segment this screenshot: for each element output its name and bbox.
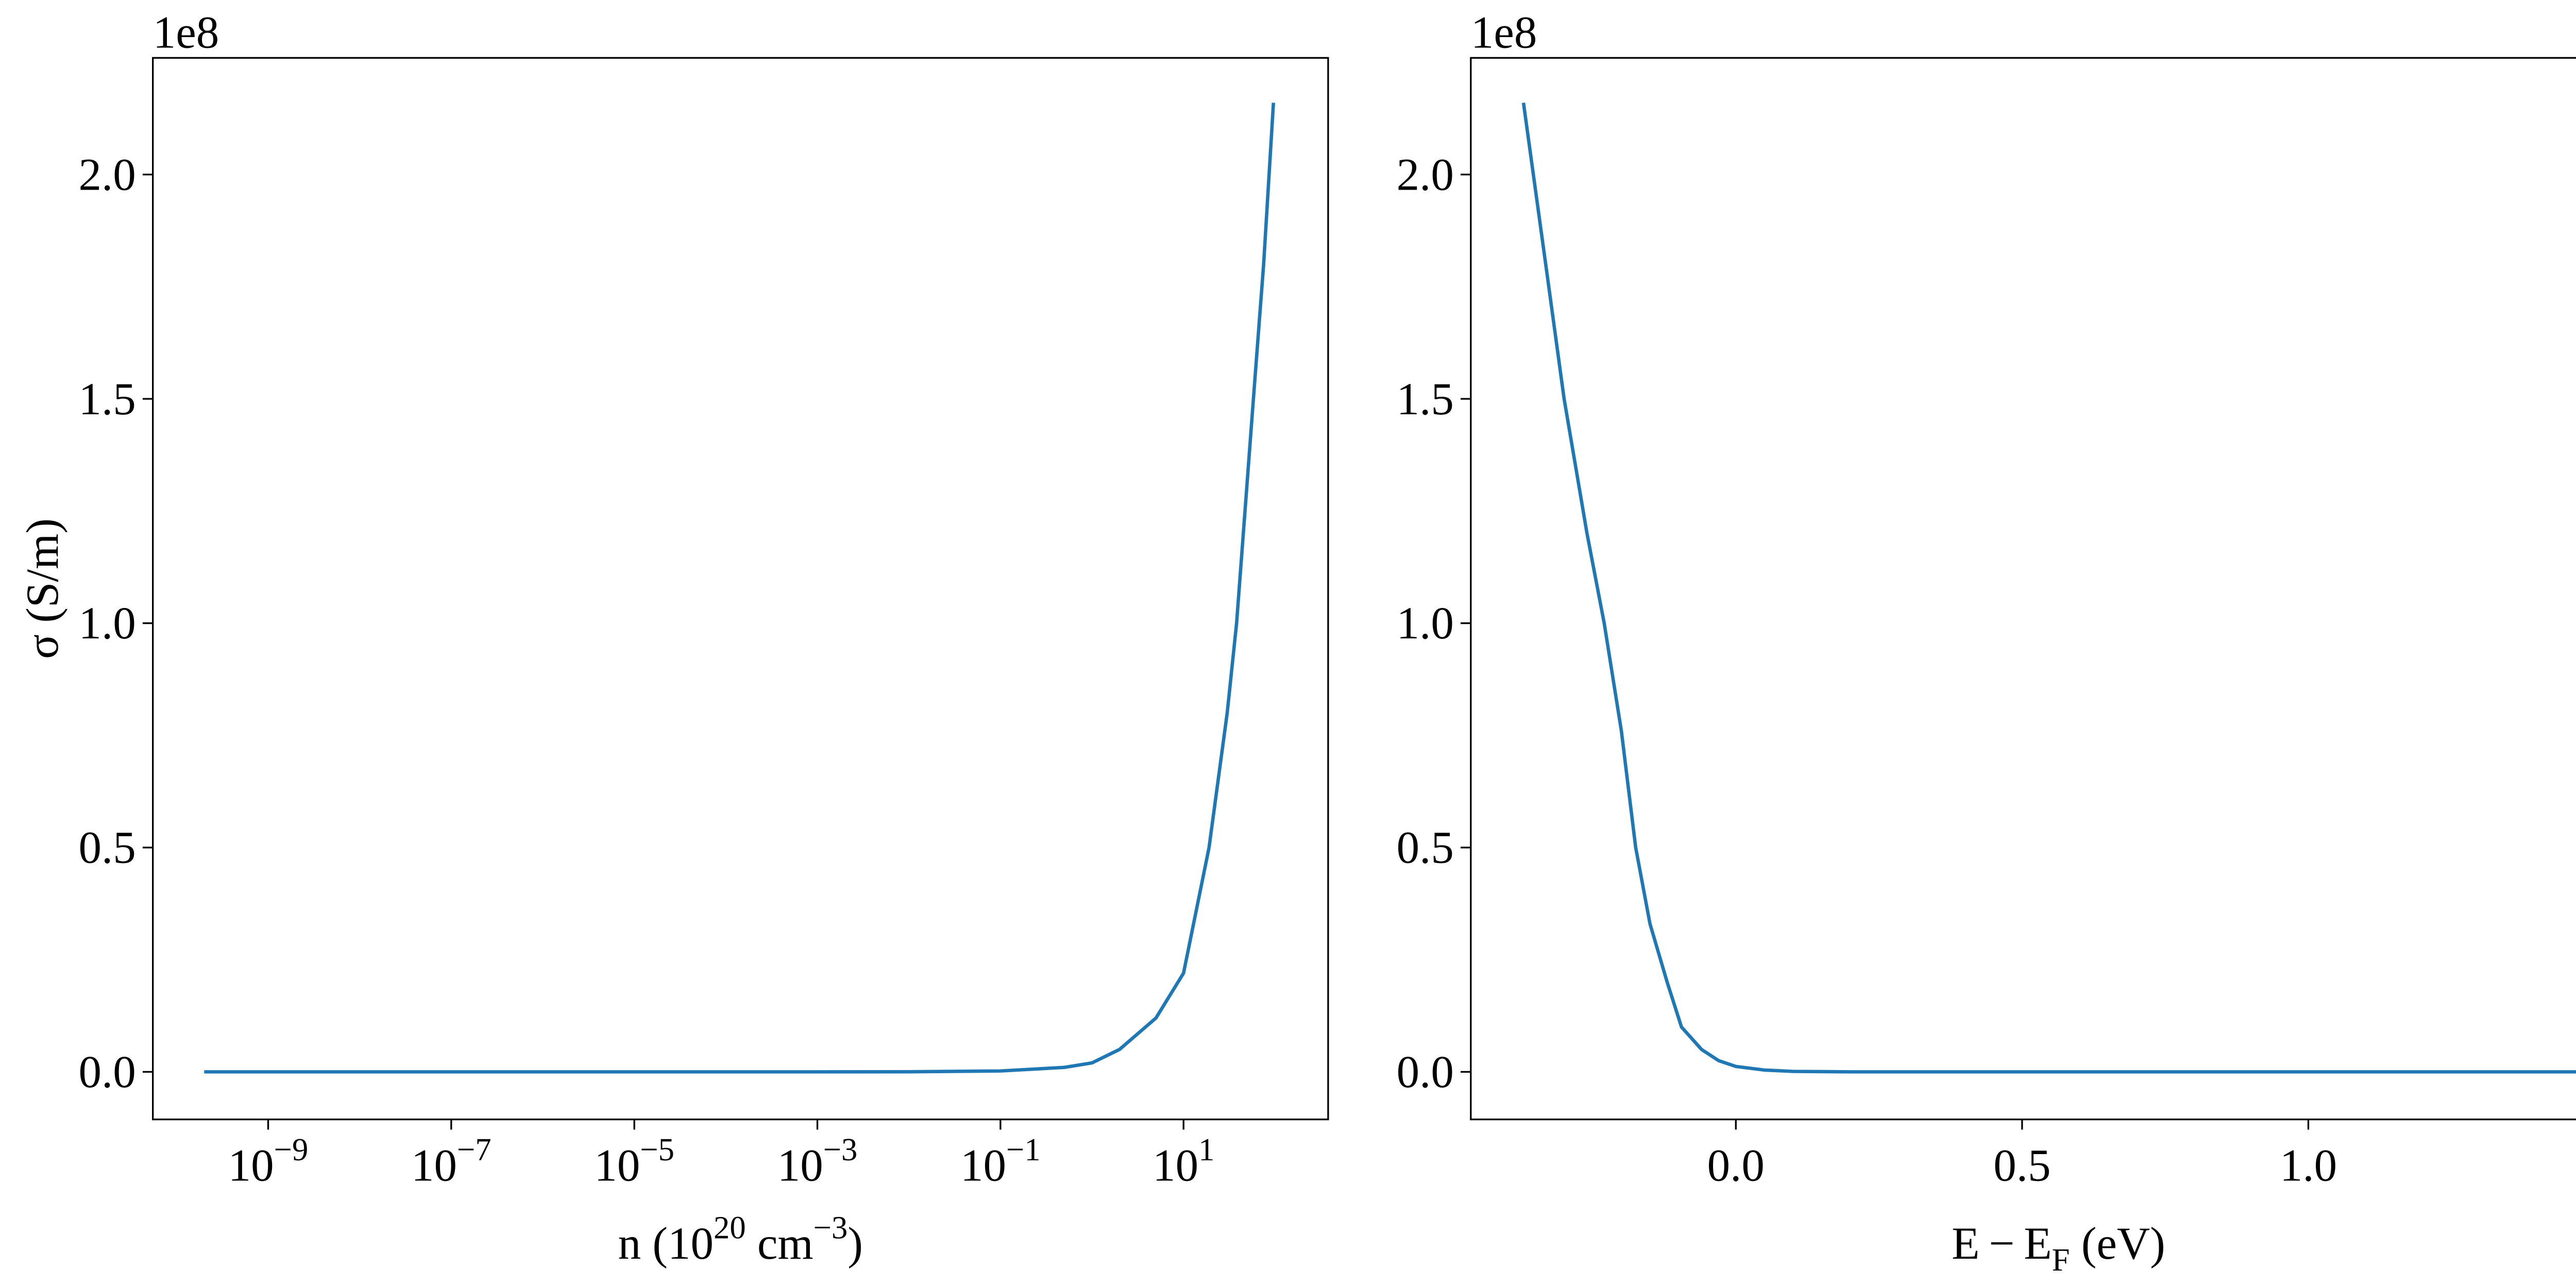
x-tick-label: 10−3 xyxy=(777,1131,858,1191)
x-tick-label: 10−1 xyxy=(960,1131,1041,1191)
y-tick-label: 2.0 xyxy=(1397,149,1454,200)
data-line xyxy=(204,103,1276,1074)
y-tick-label: 0.5 xyxy=(78,823,135,873)
y-tick-label: 0.5 xyxy=(1397,823,1454,873)
x-tick-label: 1.0 xyxy=(2280,1140,2337,1191)
y-tick-label: 0.0 xyxy=(1397,1047,1454,1097)
y-tick-label: 1.0 xyxy=(1397,598,1454,649)
x-tick-label: 0.5 xyxy=(1993,1140,2050,1191)
axes: 0.0 0.5 1.0 1.5 2.0 10−9 10−7 10−5 10−3 10−1 101 1e… xyxy=(18,8,1329,1269)
y-tick-label: 0.0 xyxy=(78,1047,135,1097)
axes-frame xyxy=(1470,57,2576,1121)
y-tick-label: 2.0 xyxy=(78,149,135,200)
x-tick-label: 101 xyxy=(1153,1131,1214,1191)
offset-label: 1e8 xyxy=(153,8,219,58)
axes: 0.0 0.5 1.0 1.5 2.0 0.0 0.5 1.0 1e8 E − EF (eV) xyxy=(1397,8,2576,1278)
x-axis-label: n (1020 cm−3) xyxy=(618,1209,863,1269)
y-tick-label: 1.0 xyxy=(78,598,135,649)
x-tick-label: 10−5 xyxy=(594,1131,674,1191)
x-tick-label: 0.0 xyxy=(1707,1140,1765,1191)
y-axis-label: σ (S/m) xyxy=(18,518,68,659)
y-tick-label: 1.5 xyxy=(1397,374,1454,425)
x-tick-label: 10−7 xyxy=(411,1131,492,1191)
y-tick-label: 1.5 xyxy=(78,374,135,425)
data-line xyxy=(1521,102,2576,1074)
x-axis-label: E − EF (eV) xyxy=(1952,1219,2165,1278)
x-tick-label: 10−9 xyxy=(228,1131,309,1191)
offset-label: 1e8 xyxy=(1471,8,1537,58)
axes-frame xyxy=(152,57,1329,1121)
